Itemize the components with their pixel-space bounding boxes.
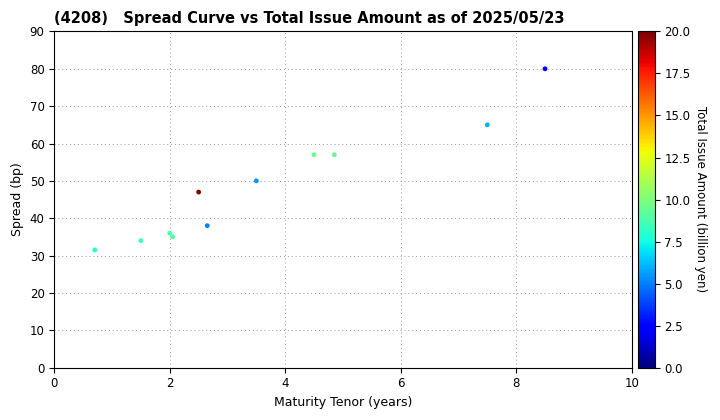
Y-axis label: Total Issue Amount (billion yen): Total Issue Amount (billion yen): [694, 106, 707, 293]
Y-axis label: Spread (bp): Spread (bp): [11, 163, 24, 236]
Point: [482, 121, 493, 128]
Point: [539, 66, 551, 72]
Point: [164, 230, 176, 236]
Point: [308, 151, 320, 158]
Point: [167, 234, 179, 240]
Point: [135, 237, 147, 244]
X-axis label: Maturity Tenor (years): Maturity Tenor (years): [274, 396, 412, 409]
Point: [328, 151, 340, 158]
Point: [251, 178, 262, 184]
Point: [202, 222, 213, 229]
Text: (4208)   Spread Curve vs Total Issue Amount as of 2025/05/23: (4208) Spread Curve vs Total Issue Amoun…: [54, 11, 564, 26]
Point: [193, 189, 204, 195]
Point: [89, 247, 100, 253]
